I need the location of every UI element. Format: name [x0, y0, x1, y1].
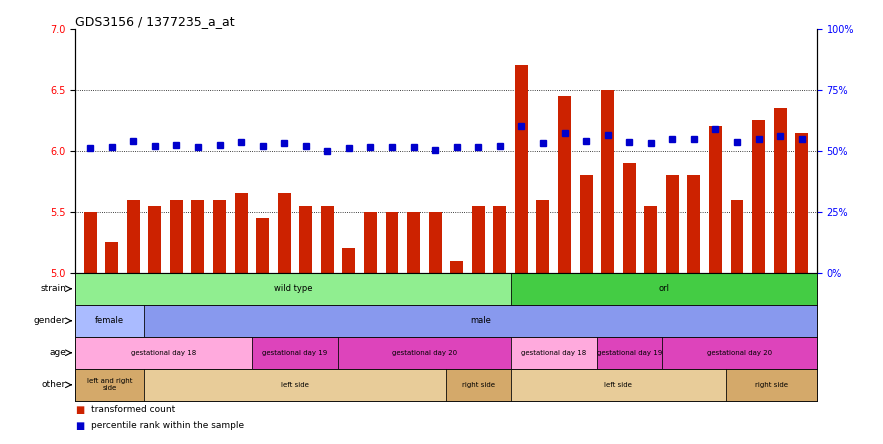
Bar: [256, 218, 269, 273]
Bar: [752, 120, 765, 273]
Bar: [472, 206, 485, 273]
Text: male: male: [470, 316, 491, 325]
Bar: [192, 200, 205, 273]
Text: other: other: [42, 381, 66, 389]
Text: gestational day 18: gestational day 18: [521, 350, 586, 356]
Bar: [645, 206, 657, 273]
Bar: [148, 206, 162, 273]
Bar: [75, 273, 510, 305]
Bar: [235, 194, 247, 273]
Text: gender: gender: [34, 316, 66, 325]
Bar: [299, 206, 313, 273]
Text: strain: strain: [41, 284, 66, 293]
Bar: [170, 200, 183, 273]
Bar: [558, 96, 571, 273]
Text: gestational day 18: gestational day 18: [131, 350, 196, 356]
Text: gestational day 20: gestational day 20: [392, 350, 457, 356]
Text: orl: orl: [658, 284, 669, 293]
Bar: [510, 273, 817, 305]
Text: left and right
side: left and right side: [87, 378, 132, 391]
Text: right side: right side: [755, 382, 788, 388]
Bar: [450, 261, 464, 273]
Bar: [494, 206, 506, 273]
Bar: [144, 369, 446, 401]
Text: wild type: wild type: [274, 284, 312, 293]
Bar: [601, 90, 614, 273]
Bar: [510, 337, 597, 369]
Bar: [730, 200, 743, 273]
Bar: [105, 242, 118, 273]
Bar: [75, 369, 144, 401]
Bar: [537, 200, 549, 273]
Bar: [278, 194, 291, 273]
Text: right side: right side: [462, 382, 494, 388]
Bar: [579, 175, 592, 273]
Bar: [666, 175, 679, 273]
Text: gestational day 20: gestational day 20: [706, 350, 772, 356]
Bar: [510, 369, 726, 401]
Bar: [515, 65, 528, 273]
Bar: [428, 212, 442, 273]
Text: left side: left side: [281, 382, 309, 388]
Bar: [386, 212, 398, 273]
Bar: [597, 337, 661, 369]
Text: percentile rank within the sample: percentile rank within the sample: [91, 421, 244, 430]
Text: GDS3156 / 1377235_a_at: GDS3156 / 1377235_a_at: [75, 15, 235, 28]
Bar: [127, 200, 140, 273]
Text: ■: ■: [75, 421, 84, 431]
Bar: [75, 305, 144, 337]
Bar: [343, 248, 355, 273]
Bar: [687, 175, 700, 273]
Bar: [338, 337, 510, 369]
Bar: [213, 200, 226, 273]
Bar: [623, 163, 636, 273]
Text: age: age: [49, 348, 66, 357]
Text: ■: ■: [75, 405, 84, 415]
Bar: [84, 212, 96, 273]
Text: transformed count: transformed count: [91, 405, 175, 414]
Bar: [726, 369, 817, 401]
Bar: [252, 337, 338, 369]
Bar: [364, 212, 377, 273]
Bar: [407, 212, 420, 273]
Bar: [321, 206, 334, 273]
Bar: [774, 108, 787, 273]
Bar: [661, 337, 817, 369]
Text: female: female: [95, 316, 125, 325]
Bar: [796, 132, 808, 273]
Bar: [446, 369, 510, 401]
Text: left side: left side: [605, 382, 632, 388]
Bar: [75, 337, 252, 369]
Text: gestational day 19: gestational day 19: [597, 350, 662, 356]
Bar: [709, 127, 722, 273]
Text: gestational day 19: gestational day 19: [262, 350, 328, 356]
